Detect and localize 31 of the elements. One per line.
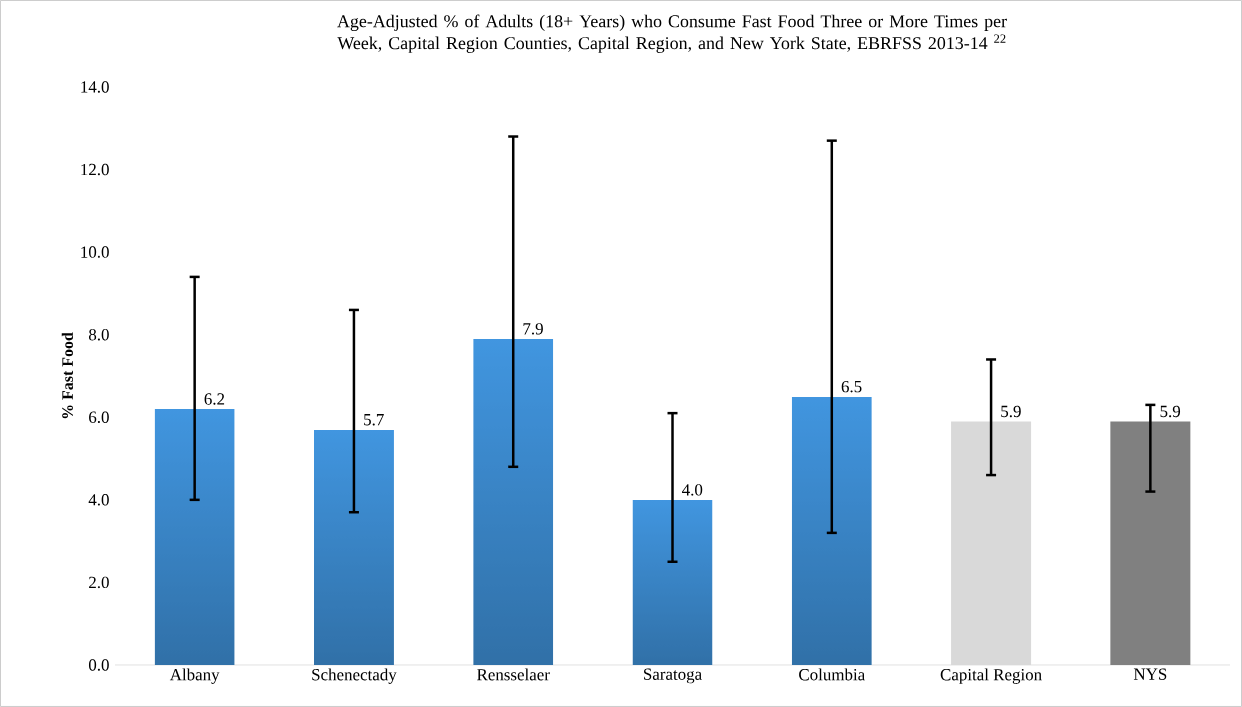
- data-label: 5.7: [364, 414, 384, 426]
- x-tick-label: Albany: [169, 668, 220, 684]
- data-label: 6.5: [841, 380, 862, 393]
- y-tick-label: 6.0: [89, 411, 109, 424]
- bar: [632, 500, 713, 665]
- data-label: 6.2: [204, 393, 225, 405]
- data-label: 4.0: [682, 484, 703, 496]
- y-tick-label: 8.0: [88, 328, 109, 341]
- x-tick-label: Columbia: [799, 668, 865, 681]
- x-tick-label: NYS: [1133, 668, 1167, 680]
- data-label: 7.9: [523, 323, 543, 335]
- y-tick-label: 2.0: [89, 576, 109, 589]
- y-tick-label: 14.0: [81, 81, 109, 93]
- bar: [154, 409, 235, 665]
- x-tick-label: Rensselaer: [477, 668, 550, 681]
- x-tick-label: Saratoga: [644, 668, 702, 684]
- data-label: 5.9: [1160, 405, 1181, 418]
- y-tick-label: 0.0: [88, 659, 109, 671]
- y-tick-label: 4.0: [88, 494, 109, 506]
- chart-title: Age-Adjusted % of Adults (18+ Years) who Consume Fast Food Three or More Times per Week, Capital Region Counties, Capital Region, and New York State, EBRFSS 2013-14 $^{22}$: [337, 14, 1007, 53]
- x-tick-label: Capital Region: [940, 668, 1042, 684]
- bar: [313, 430, 394, 665]
- data-label: 5.9: [1001, 405, 1021, 418]
- y-axis-title: % Fast Food: [61, 332, 74, 419]
- y-tick-label: 12.0: [81, 163, 109, 176]
- bar: [473, 339, 554, 665]
- bar: [791, 397, 872, 665]
- bar: [1110, 421, 1191, 665]
- x-tick-label: Schenectady: [312, 668, 397, 684]
- bar: [951, 421, 1032, 665]
- y-tick-label: 10.0: [81, 246, 109, 258]
